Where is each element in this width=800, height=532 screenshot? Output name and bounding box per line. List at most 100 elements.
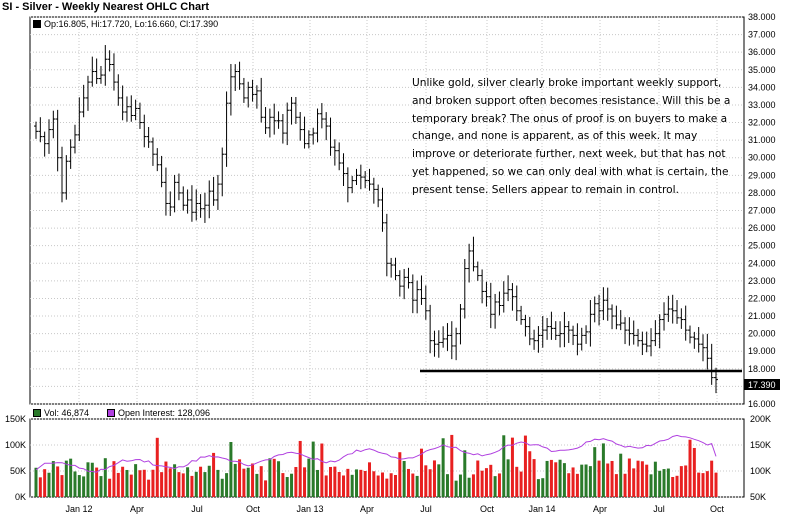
volume-bar — [450, 434, 454, 497]
volume-bar — [142, 469, 146, 497]
volume-bar — [636, 460, 640, 497]
ohlc-bar — [107, 50, 112, 72]
volume-bar — [181, 473, 185, 497]
volume-bar — [73, 471, 77, 497]
volume-bar — [47, 472, 51, 497]
ohlc-bar — [662, 302, 667, 331]
ohlc-bar — [523, 314, 528, 337]
volume-bar — [593, 447, 597, 497]
ohlc-bar — [363, 171, 368, 189]
ohlc-bar — [519, 305, 524, 325]
volume-bar — [134, 464, 138, 497]
open-interest-legend-text: Open Interest: 128,096 — [118, 408, 211, 418]
ohlc-bar — [501, 281, 506, 313]
ohlc-bar — [224, 91, 229, 167]
ohlc-bar — [293, 97, 298, 124]
ohlc-bar — [510, 283, 515, 311]
volume-bar — [108, 478, 112, 497]
ohlc-bar — [462, 258, 467, 319]
volume-bar — [38, 477, 42, 497]
volume-bar — [411, 473, 415, 497]
volume-bar — [298, 440, 302, 497]
ohlc-bar — [324, 112, 329, 141]
ohlc-bar — [493, 293, 498, 329]
ohlc-bar — [605, 287, 610, 321]
volume-bar — [168, 468, 172, 497]
ohlc-bar — [198, 194, 203, 218]
ohlc-bar — [558, 321, 563, 348]
volume-bar — [567, 473, 571, 497]
ohlc-bar — [497, 291, 502, 316]
price-tick-label: 22.000 — [748, 293, 776, 303]
ohlc-bar — [350, 175, 355, 194]
ohlc-bar — [592, 296, 597, 323]
volume-bar — [463, 450, 467, 497]
ohlc-bar — [527, 316, 532, 346]
volume-bar — [368, 462, 372, 497]
ohlc-bar — [445, 323, 450, 351]
volume-bar — [64, 460, 68, 497]
price-tick-label: 25.000 — [748, 241, 776, 251]
volume-bar — [584, 464, 588, 497]
volume-bar — [662, 469, 666, 497]
ohlc-bar — [98, 65, 103, 84]
ohlc-bar — [532, 329, 537, 350]
volume-bar — [151, 469, 155, 497]
ohlc-bar — [220, 147, 225, 197]
volume-bar — [264, 480, 268, 497]
volume-bar — [251, 463, 255, 497]
ohlc-bar — [458, 304, 463, 345]
volume-bar — [692, 447, 696, 497]
ohlc-bar — [584, 325, 589, 344]
price-tick-label: 16.000 — [748, 399, 776, 409]
ohlc-bar — [163, 167, 168, 216]
volume-bar — [355, 469, 359, 497]
volume-legend-text: Vol: 46,874 — [44, 408, 90, 418]
ohlc-bar — [259, 77, 264, 123]
ohlc-bar — [298, 112, 303, 141]
volume-bar — [190, 475, 194, 497]
ohlc-bar — [51, 110, 56, 139]
open-interest-tick-label: 150K — [750, 440, 771, 450]
volume-bar — [177, 472, 181, 497]
volume-bar — [121, 466, 125, 497]
volume-bar — [160, 472, 164, 497]
volume-bar — [333, 466, 337, 497]
ohlc-bar — [280, 114, 285, 144]
ohlc-bar — [380, 187, 385, 232]
volume-bar — [272, 458, 276, 497]
price-tick-label: 34.000 — [748, 82, 776, 92]
ohlc-bar — [46, 119, 51, 154]
last-price-label: 17.390 — [748, 380, 776, 390]
ohlc-bar — [614, 305, 619, 330]
x-tick-label: Oct — [246, 504, 261, 514]
volume-bar — [445, 474, 449, 497]
ohlc-bar — [441, 326, 446, 348]
ohlc-bar — [241, 77, 246, 103]
volume-bar — [701, 473, 705, 497]
ohlc-bar — [116, 74, 121, 106]
ohlc-bar — [688, 325, 693, 344]
x-tick-label: Jul — [653, 504, 665, 514]
ohlc-bar — [571, 325, 576, 346]
price-tick-label: 27.000 — [748, 206, 776, 216]
ohlc-bar — [436, 330, 441, 358]
ohlc-bar — [189, 185, 194, 222]
volume-tick-label: 50K — [10, 466, 26, 476]
volume-bar — [311, 441, 315, 497]
ohlc-bar — [549, 311, 554, 340]
ohlc-bar — [103, 45, 108, 86]
ohlc-bar — [618, 310, 623, 331]
volume-bar — [502, 435, 506, 497]
ohlc-bar — [42, 131, 47, 157]
ohlc-bar — [111, 53, 116, 91]
volume-bar — [90, 462, 94, 497]
ohlc-bar — [636, 328, 641, 347]
ohlc-bar — [285, 102, 290, 146]
ohlc-bar — [146, 126, 151, 148]
volume-bar — [212, 452, 216, 497]
ohlc-bar — [64, 155, 69, 200]
volume-bar — [95, 467, 99, 497]
ohlc-bar — [302, 116, 307, 149]
